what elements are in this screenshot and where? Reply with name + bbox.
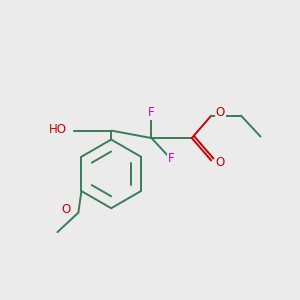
Text: F: F — [168, 152, 174, 166]
Text: HO: HO — [48, 123, 66, 136]
Text: O: O — [62, 202, 71, 216]
Text: O: O — [215, 156, 225, 169]
Text: F: F — [148, 106, 155, 119]
Text: O: O — [215, 106, 225, 118]
